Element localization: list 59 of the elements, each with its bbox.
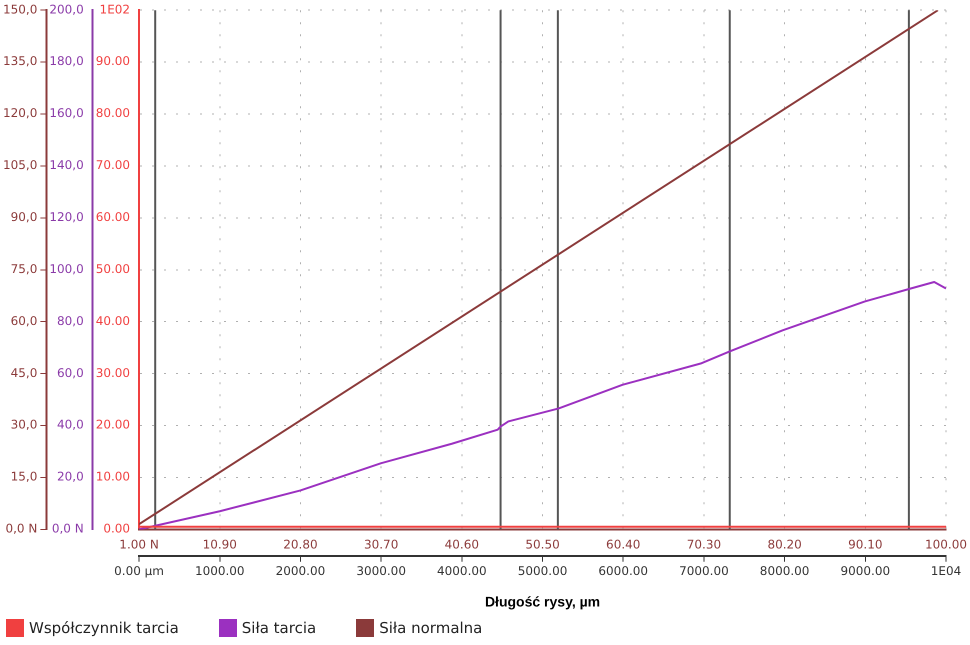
y-tick-label: 45,0 [10, 366, 38, 380]
x-tick-label: 7000.00 [679, 564, 729, 578]
x-tick-label: 1000.00 [194, 564, 245, 578]
y3-tick-label: 20.00 [96, 418, 130, 432]
x2-tick-label: 90.10 [848, 538, 882, 552]
y2-tick-label: 120,0 [49, 210, 84, 224]
x2-tick-label: 10.90 [202, 538, 237, 552]
y3-tick-label: 60.00 [96, 210, 130, 224]
x-tick-label: 1E04 [930, 564, 962, 578]
y2-tick-label: 80,0 [56, 314, 84, 328]
x-axis-title: Długość rysy, µm [484, 593, 600, 610]
y3-tick-label: 1E02 [100, 2, 130, 16]
y2-tick-label: 40,0 [56, 418, 84, 432]
y2-tick-label: 60,0 [56, 366, 84, 380]
x-tick-label: 3000.00 [356, 564, 406, 578]
y-tick-label: 15,0 [10, 470, 38, 484]
y3-tick-label: 30.00 [96, 366, 130, 380]
y3-tick-label: 40.00 [96, 314, 130, 328]
y3-tick-label: 70.00 [96, 158, 130, 172]
x2-tick-label: 60.40 [606, 538, 640, 552]
x2-tick-label: 1.00 N [119, 538, 159, 552]
x-tick-label: 6000.00 [598, 564, 648, 578]
y-tick-label: 75,0 [10, 262, 38, 276]
y3-tick-label: 10.00 [96, 470, 130, 484]
y2-tick-label: 100,0 [49, 262, 84, 276]
legend-label: Współczynnik tarcia [29, 619, 179, 637]
x-tick-label: 5000.00 [518, 564, 568, 578]
y-tick-label: 60,0 [10, 314, 38, 328]
x2-tick-label: 30.70 [364, 538, 398, 552]
x-tick-label: 0.00 µm [114, 564, 164, 578]
x2-tick-label: 20.80 [283, 538, 318, 552]
x2-tick-label: 40.60 [444, 538, 480, 552]
y-tick-label: 105,0 [2, 158, 38, 172]
x2-tick-label: 80.20 [767, 538, 802, 552]
legend-label: Siła tarcia [242, 619, 316, 637]
y3-tick-label: 80.00 [96, 106, 130, 120]
legend-label: Siła normalna [379, 619, 482, 637]
x-tick-label: 8000.00 [760, 564, 810, 578]
y-tick-label: 150,0 [2, 2, 38, 16]
y-tick-label: 0,0 N [5, 522, 38, 536]
y-tick-label: 90,0 [10, 210, 38, 224]
y3-tick-label: 50.00 [96, 262, 130, 276]
x-tick-label: 9000.00 [840, 564, 890, 578]
y2-tick-label: 180,0 [49, 54, 84, 68]
y2-tick-label: 0,0 N [52, 522, 84, 536]
x2-tick-label: 50.50 [525, 538, 560, 552]
y2-tick-label: 20,0 [56, 470, 84, 484]
x-tick-label: 4000.00 [437, 564, 487, 578]
x2-tick-label: 100.00 [925, 538, 968, 552]
y3-tick-label: 90.00 [96, 54, 130, 68]
y2-tick-label: 200,0 [49, 2, 84, 16]
x2-tick-label: 70.30 [686, 538, 722, 552]
y-tick-label: 135,0 [2, 54, 38, 68]
y3-tick-label: 0.00 [103, 522, 130, 536]
y-tick-label: 120,0 [2, 106, 38, 120]
y-tick-label: 30,0 [10, 418, 38, 432]
y2-tick-label: 140,0 [49, 158, 84, 172]
y2-tick-label: 160,0 [49, 106, 84, 120]
x-tick-label: 2000.00 [276, 564, 326, 578]
